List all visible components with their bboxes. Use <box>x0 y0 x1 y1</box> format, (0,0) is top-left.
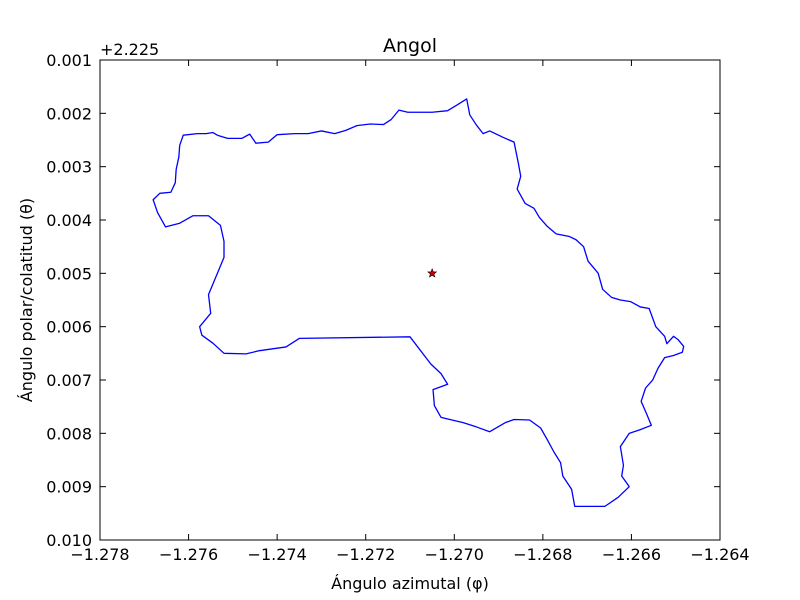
y-tick-label: 0.003 <box>46 158 92 177</box>
chart-title: Angol <box>383 35 437 57</box>
y-axis-label: Ángulo polar/colatitud (θ) <box>17 198 36 402</box>
x-tick-label: −1.274 <box>248 545 307 564</box>
y-tick-label: 0.009 <box>46 478 92 497</box>
y-offset-text: +2.225 <box>100 40 159 59</box>
y-tick-label: 0.005 <box>46 264 92 283</box>
y-tick-label: 0.007 <box>46 371 92 390</box>
x-tick-label: −1.270 <box>425 545 484 564</box>
x-axis-ticks: −1.278 −1.276 −1.274 −1.272 −1.270 −1.268 −1.2… <box>70 60 750 564</box>
x-tick-label: −1.276 <box>159 545 218 564</box>
x-tick-label: −1.264 <box>690 545 749 564</box>
x-tick-label: −1.272 <box>336 545 395 564</box>
y-tick-label: 0.001 <box>46 51 92 70</box>
y-tick-label: 0.010 <box>46 531 92 550</box>
y-tick-label: 0.002 <box>46 104 92 123</box>
y-axis-ticks: 0.001 0.002 0.003 0.004 0.005 0.006 0.007 0.008… <box>46 51 720 550</box>
y-tick-label: 0.008 <box>46 424 92 443</box>
x-tick-label: −1.266 <box>602 545 661 564</box>
boundary-line <box>152 98 685 508</box>
x-axis-label: Ángulo azimutal (φ) <box>331 574 489 593</box>
y-tick-label: 0.004 <box>46 211 92 230</box>
plot-area <box>99 59 721 541</box>
center-star-marker <box>427 267 438 278</box>
y-tick-label: 0.006 <box>46 318 92 337</box>
x-tick-label: −1.268 <box>513 545 572 564</box>
axes-frame <box>99 59 721 541</box>
x-tick-label: −1.278 <box>70 545 129 564</box>
